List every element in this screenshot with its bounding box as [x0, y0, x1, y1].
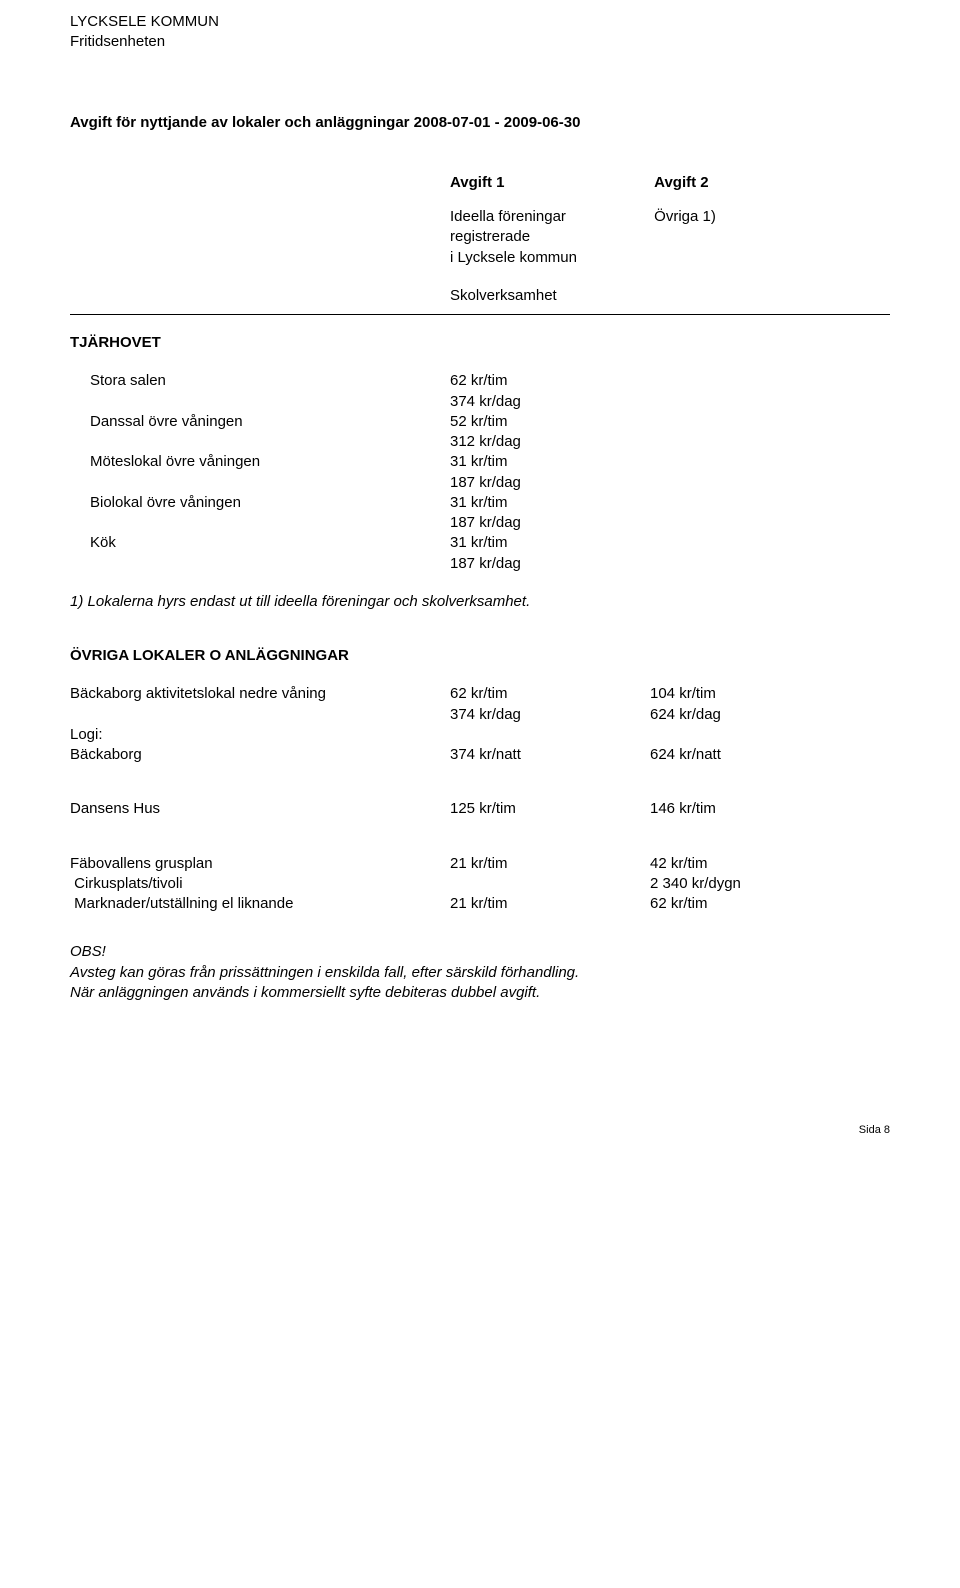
row-v1: 187 kr/dag	[450, 513, 650, 533]
unit-name: Fritidsenheten	[70, 32, 890, 52]
section-tjarhovet-title: TJÄRHOVET	[70, 333, 890, 353]
column-headers: Avgift 1 Avgift 2	[450, 173, 890, 193]
ovriga-rows: Bäckaborg aktivitetslokal nedre våning62…	[70, 684, 890, 765]
row-v1: 125 kr/tim	[450, 799, 650, 819]
col1-header: Avgift 1	[450, 173, 650, 193]
divider	[70, 314, 890, 315]
row-v2: 104 kr/tim	[650, 684, 850, 704]
row-label	[70, 554, 450, 574]
col1-sub-l3: i Lycksele kommun	[450, 248, 650, 268]
tjarhovet-note: 1) Lokalerna hyrs endast ut till ideella…	[70, 592, 890, 612]
row-v1: 62 kr/tim	[450, 684, 650, 704]
row-label: Bäckaborg aktivitetslokal nedre våning	[70, 684, 450, 704]
row-v2: 2 340 kr/dygn	[650, 874, 850, 894]
footer-line1: Avsteg kan göras från prissättningen i e…	[70, 963, 890, 983]
col2-header: Avgift 2	[654, 173, 854, 193]
title-block: Avgift för nyttjande av lokaler och anlä…	[70, 113, 890, 133]
row-label: Danssal övre våningen	[70, 412, 450, 432]
row-label	[70, 432, 450, 452]
row-v1: 52 kr/tim	[450, 412, 650, 432]
row-label	[70, 513, 450, 533]
row-v2: 146 kr/tim	[650, 799, 850, 819]
row-v2: 624 kr/dag	[650, 705, 850, 725]
row-v1: 374 kr/dag	[450, 705, 650, 725]
sub2-c1: Skolverksamhet	[450, 287, 557, 304]
footer-note: OBS! Avsteg kan göras från prissättninge…	[70, 942, 890, 1003]
row-v2: 624 kr/natt	[650, 745, 850, 765]
page-number: Sida 8	[70, 1123, 890, 1138]
footer-line2: När anläggningen används i kommersiellt …	[70, 983, 890, 1003]
row-label: Bäckaborg	[70, 745, 450, 765]
row-v1: 62 kr/tim	[450, 371, 650, 391]
row-label	[70, 392, 450, 412]
col1-sub-l2: registrerade	[450, 227, 650, 247]
row-v1	[450, 874, 650, 894]
document-header: LYCKSELE KOMMUN Fritidsenheten	[70, 12, 890, 53]
row-v1: 31 kr/tim	[450, 493, 650, 513]
obs-label: OBS!	[70, 942, 890, 962]
row-v1: 21 kr/tim	[450, 894, 650, 914]
row-v1: 31 kr/tim	[450, 452, 650, 472]
row-v1: 312 kr/dag	[450, 432, 650, 452]
row-label: Marknader/utställning el liknande	[70, 894, 450, 914]
col1-sub-l1: Ideella föreningar	[450, 207, 650, 227]
row-label: Biolokal övre våningen	[70, 493, 450, 513]
row-label: Stora salen	[70, 371, 450, 391]
row-label: Dansens Hus	[70, 799, 450, 819]
row-v1: 21 kr/tim	[450, 854, 650, 874]
row-v1	[450, 725, 650, 745]
row-label	[70, 705, 450, 725]
row-label: Cirkusplats/tivoli	[70, 874, 450, 894]
col2-sub-l1: Övriga 1)	[654, 207, 854, 227]
row-v2: 62 kr/tim	[650, 894, 850, 914]
row-v2	[650, 725, 850, 745]
row-v2: 42 kr/tim	[650, 854, 850, 874]
row-v1: 374 kr/natt	[450, 745, 650, 765]
column-subheaders: Ideella föreningar registrerade i Lyckse…	[450, 207, 890, 268]
row-v1: 374 kr/dag	[450, 392, 650, 412]
row-label: Fäbovallens grusplan	[70, 854, 450, 874]
document-title: Avgift för nyttjande av lokaler och anlä…	[70, 114, 580, 131]
row-label: Logi:	[70, 725, 450, 745]
org-name: LYCKSELE KOMMUN	[70, 12, 890, 32]
tjarhovet-rows: Stora salen62 kr/tim 374 kr/dag Danssal …	[70, 371, 890, 574]
dansens-rows: Dansens Hus125 kr/tim146 kr/tim	[70, 799, 890, 819]
column-subheader2: Skolverksamhet	[450, 286, 890, 306]
section-ovriga-title: ÖVRIGA LOKALER O ANLÄGGNINGAR	[70, 646, 890, 666]
row-v1: 187 kr/dag	[450, 473, 650, 493]
row-label: Möteslokal övre våningen	[70, 452, 450, 472]
fabo-rows: Fäbovallens grusplan21 kr/tim42 kr/tim C…	[70, 854, 890, 915]
row-label: Kök	[70, 533, 450, 553]
row-v1: 187 kr/dag	[450, 554, 650, 574]
row-v1: 31 kr/tim	[450, 533, 650, 553]
row-label	[70, 473, 450, 493]
